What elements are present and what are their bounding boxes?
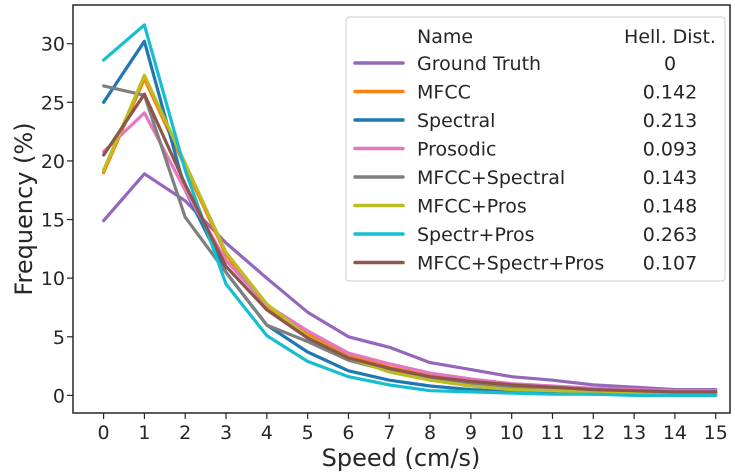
y-tick-label: 20 [41, 151, 65, 173]
x-tick-label: 2 [179, 422, 191, 444]
legend: Name Hell. Dist. Ground Truth 0 MFCC 0.142 S… [345, 16, 726, 282]
x-tick-label: 7 [383, 422, 395, 444]
x-tick-label: 8 [424, 422, 436, 444]
legend-entry-name: Spectr+Pros [417, 224, 534, 246]
legend-entry-name: Spectral [417, 110, 495, 132]
x-tick-label: 12 [581, 422, 605, 444]
legend-entry-name: MFCC+Spectral [417, 167, 565, 189]
legend-entry-name: MFCC [417, 82, 471, 104]
series-layer [101, 23, 718, 397]
x-axis: 0 1 2 3 4 5 6 7 8 9 10 11 12 13 14 15 [98, 413, 728, 444]
y-tick-label: 10 [41, 268, 65, 290]
y-axis-label: Frequency (%) [10, 122, 38, 295]
legend-entry-value: 0.093 [643, 139, 697, 161]
legend-entry-name: MFCC+Pros [417, 196, 527, 218]
series-line-5 [101, 73, 718, 396]
y-axis: 0 5 10 15 20 25 30 [41, 34, 73, 407]
y-tick-label: 30 [41, 34, 65, 56]
x-tick-label: 13 [622, 422, 646, 444]
x-tick-label: 6 [342, 422, 354, 444]
legend-entry-value: 0.263 [643, 224, 697, 246]
x-tick-label: 3 [220, 422, 232, 444]
x-tick-label: 5 [302, 422, 314, 444]
x-tick-label: 4 [261, 422, 273, 444]
y-tick-label: 15 [41, 210, 65, 232]
legend-entries: Ground Truth 0 MFCC 0.142 Spectral 0.213 Proso… [353, 53, 697, 275]
legend-entry-value: 0.213 [643, 110, 697, 132]
legend-entry-value: 0.143 [643, 167, 697, 189]
y-tick-label: 25 [41, 92, 65, 114]
plot-frame [72, 4, 731, 414]
legend-entry-value: 0.148 [643, 196, 697, 218]
x-tick-label: 1 [138, 422, 150, 444]
legend-box [345, 16, 726, 282]
series-line-7 [101, 92, 718, 394]
legend-entry-name: Ground Truth [417, 53, 541, 75]
legend-entry-value: 0 [664, 53, 676, 75]
x-tick-label: 0 [98, 422, 110, 444]
x-axis-label: Speed (cm/s) [322, 444, 481, 472]
y-tick-label: 0 [53, 385, 65, 407]
legend-header-value: Hell. Dist. [624, 26, 716, 48]
legend-entry-name: Prosodic [417, 139, 496, 161]
legend-entry-name: MFCC+Spectr+Pros [417, 253, 604, 275]
y-tick-label: 5 [53, 327, 65, 349]
legend-entry-value: 0.142 [643, 82, 697, 104]
legend-entry-value: 0.107 [643, 253, 697, 275]
x-tick-label: 14 [663, 422, 687, 444]
x-tick-label: 15 [704, 422, 728, 444]
x-tick-label: 10 [500, 422, 524, 444]
legend-header-name: Name [417, 26, 473, 48]
x-tick-label: 11 [540, 422, 564, 444]
x-tick-label: 9 [465, 422, 477, 444]
